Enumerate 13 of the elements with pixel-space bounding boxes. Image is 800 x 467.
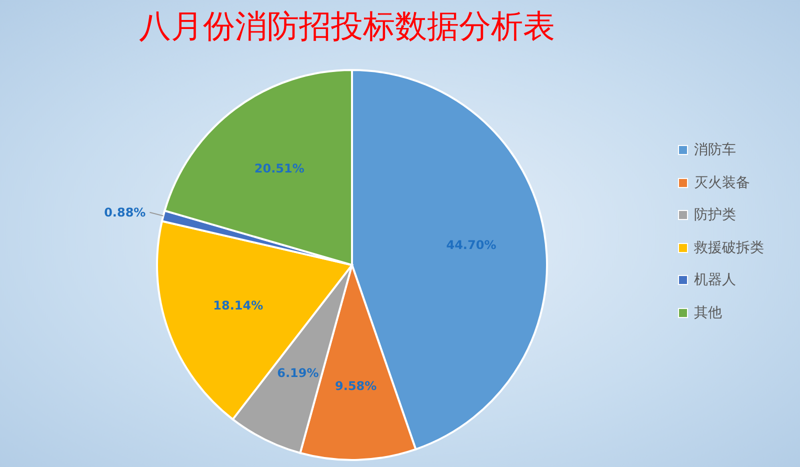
legend-label: 救援破拆类	[694, 238, 764, 257]
data-label: 6.19%	[277, 366, 319, 380]
data-label: 9.58%	[335, 378, 377, 393]
data-label: 0.88%	[104, 205, 146, 220]
legend-label: 防护类	[694, 206, 736, 224]
data-label: 18.14%	[213, 298, 264, 313]
chart-title: 八月份消防招投标数据分析表	[138, 6, 556, 47]
data-label: 44.70%	[446, 238, 496, 252]
legend-label: 灭火装备	[694, 174, 750, 192]
legend-label: 机器人	[694, 271, 736, 290]
data-label: 20.51%	[254, 161, 304, 176]
legend-label: 其他	[694, 304, 722, 322]
legend-label: 消防车	[694, 141, 736, 160]
